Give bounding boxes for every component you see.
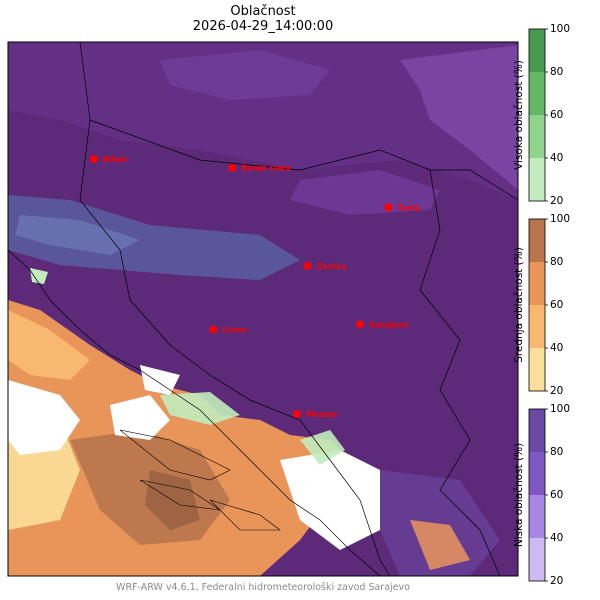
clear-area-west bbox=[8, 380, 80, 455]
clear-area-south bbox=[280, 450, 380, 550]
north-cloud-patch bbox=[160, 50, 330, 100]
southeast-cloud-band bbox=[380, 470, 500, 576]
city-marker bbox=[303, 261, 312, 270]
colorbar-tick-label: 60 bbox=[550, 489, 564, 501]
colorbar-tick-label: 40 bbox=[550, 342, 564, 354]
clear-area-coast bbox=[110, 395, 170, 440]
city-layer: Bihać Banja Luka Tuzla Zenica Livno Sarajevo M… bbox=[89, 154, 420, 419]
high-cloud-patch bbox=[160, 392, 240, 425]
colorbar-label: Niska oblačnost (%) bbox=[513, 442, 525, 548]
city-marker bbox=[209, 325, 218, 334]
colorbar-tick-label: 60 bbox=[550, 299, 564, 311]
colorbar-tick-label: 80 bbox=[550, 446, 564, 458]
city-label: Tuzla bbox=[397, 203, 420, 212]
colorbar-tick-label: 60 bbox=[550, 109, 564, 121]
city-marker bbox=[384, 203, 393, 212]
colorbar-label: Visoka oblačnost (%) bbox=[513, 60, 525, 170]
colorbar-tick-label: 100 bbox=[550, 403, 571, 415]
colorbar-segment bbox=[529, 29, 545, 72]
city-label: Bihać bbox=[103, 154, 128, 164]
colorbar-tick-label: 80 bbox=[550, 66, 564, 78]
colorbar-tick-label: 20 bbox=[550, 195, 564, 207]
city-marker bbox=[228, 163, 237, 172]
city-label: Sarajevo bbox=[369, 321, 409, 330]
colorbar-segment bbox=[529, 115, 545, 158]
mid-cloud-orange bbox=[8, 300, 350, 576]
colorbar-label: Srednja oblačnost (%) bbox=[513, 247, 525, 363]
coastline bbox=[8, 249, 381, 576]
colorbar-segment bbox=[529, 158, 545, 201]
mid-cloud-light-patch bbox=[8, 310, 90, 380]
border-line bbox=[89, 119, 518, 201]
colorbar-segment bbox=[529, 495, 545, 538]
city-marker bbox=[293, 410, 302, 419]
colorbar-segment bbox=[529, 348, 545, 391]
north-cloud-band bbox=[8, 42, 518, 200]
colorbar-tick-label: 80 bbox=[550, 256, 564, 268]
city-marker bbox=[355, 320, 364, 329]
colorbar-segment bbox=[529, 409, 545, 452]
high-cloud-patch bbox=[300, 430, 345, 465]
city-label: Mostar bbox=[306, 410, 337, 419]
border-line bbox=[419, 169, 501, 576]
colorbar-tick-label: 40 bbox=[550, 152, 564, 164]
colorbar-tick-label: 40 bbox=[550, 532, 564, 544]
high-cloud-patch bbox=[30, 268, 48, 284]
colorbar-tick-label: 20 bbox=[550, 575, 564, 587]
colorbar-segment bbox=[529, 262, 545, 305]
colorbar-layer bbox=[528, 28, 548, 582]
clear-area-small bbox=[140, 365, 180, 395]
colorbar-tick-label: 20 bbox=[550, 385, 564, 397]
colorbar-tick-label: 100 bbox=[550, 213, 571, 225]
map-title: Oblačnost bbox=[230, 4, 296, 19]
west-cloud-band bbox=[8, 195, 300, 280]
southeast-mid-cloud bbox=[410, 520, 470, 570]
border-line bbox=[79, 42, 391, 576]
city-label: Zenica bbox=[317, 262, 347, 271]
islands-outline bbox=[119, 429, 281, 531]
colorbar-segment bbox=[529, 452, 545, 495]
credit-text: WRF-ARW v4.6.1, Federalni hidrometeorolo… bbox=[116, 582, 410, 593]
central-cloud-streak bbox=[290, 170, 440, 215]
map-subtitle: 2026-04-29_14:00:00 bbox=[192, 19, 334, 34]
west-cloud-core bbox=[15, 215, 140, 255]
colorbar-segment bbox=[529, 219, 545, 262]
colorbar-tick-label: 100 bbox=[550, 23, 571, 35]
colorbar-segment bbox=[529, 538, 545, 581]
city-label: Livno bbox=[222, 326, 247, 335]
map-frame bbox=[7, 41, 519, 577]
city-marker bbox=[89, 155, 98, 164]
colorbar-segment bbox=[529, 72, 545, 115]
colorbar-segment bbox=[529, 305, 545, 348]
northeast-cloud-patch bbox=[400, 45, 518, 190]
city-label: Banja Luka bbox=[241, 164, 291, 173]
